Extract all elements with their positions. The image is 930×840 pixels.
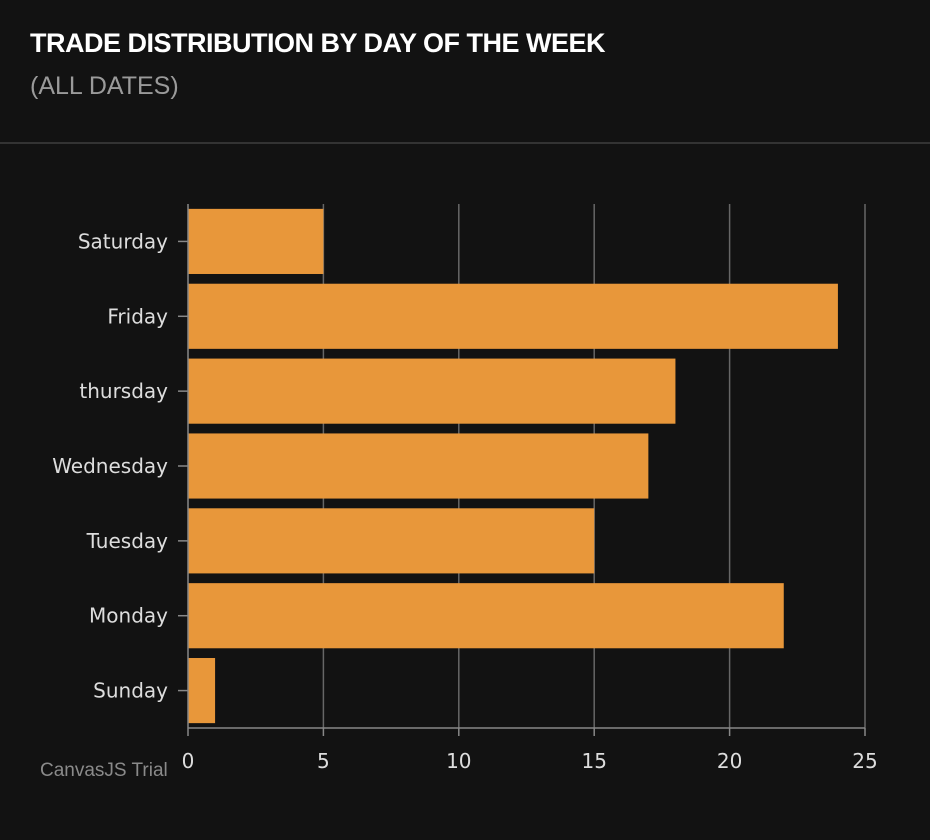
x-tick-label: 25	[852, 749, 877, 773]
bar-friday	[188, 283, 838, 349]
bar-sunday	[188, 658, 216, 724]
bar-tuesday	[188, 508, 595, 574]
x-tick-label: 20	[717, 749, 742, 773]
x-tick-label: 15	[581, 749, 606, 773]
chart-title: TRADE DISTRIBUTION BY DAY OF THE WEEK	[30, 28, 606, 58]
y-tick-label: Sunday	[93, 679, 168, 703]
bar-monday	[188, 583, 784, 649]
watermark: CanvasJS Trial	[40, 760, 168, 781]
bar-saturday	[188, 208, 324, 274]
y-tick-label: thursday	[79, 379, 168, 403]
y-tick-label: Monday	[89, 604, 168, 628]
y-tick-label: Tuesday	[86, 529, 169, 553]
x-tick-label: 10	[446, 749, 471, 773]
chart-subtitle: (ALL DATES)	[30, 72, 179, 100]
y-tick-label: Saturday	[78, 229, 168, 253]
x-tick-label: 0	[182, 749, 195, 773]
header-divider	[0, 142, 930, 144]
y-tick-label: Friday	[107, 304, 168, 328]
x-tick-label: 5	[317, 749, 330, 773]
y-tick-label: Wednesday	[52, 454, 168, 478]
bar-wednesday	[188, 433, 649, 499]
bar-thursday	[188, 358, 676, 424]
